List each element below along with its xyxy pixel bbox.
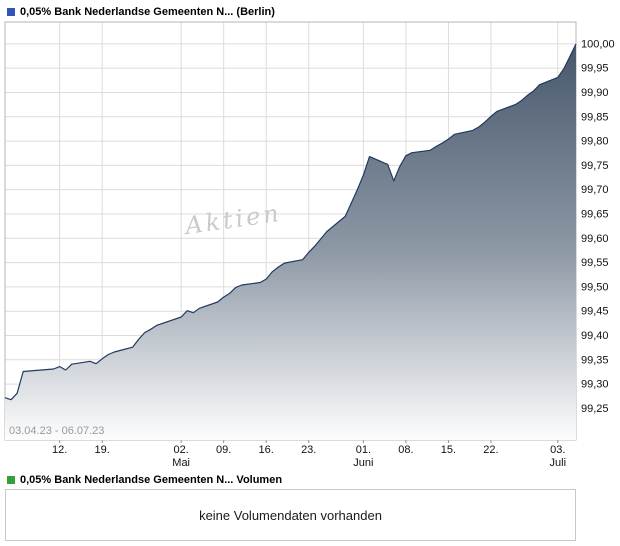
date-range-label: 03.04.23 - 06.07.23	[9, 425, 104, 437]
y-tick-label: 99,30	[581, 379, 609, 391]
x-month-label: Juni	[353, 457, 373, 469]
y-tick-label: 99,50	[581, 281, 609, 293]
y-tick-label: 99,40	[581, 330, 609, 342]
y-tick-label: 100,00	[581, 38, 615, 50]
price-chart: 100,00 99,95 99,90 99,85 99,80 99,75 99,70 99,6…	[4, 21, 615, 469]
y-tick-label: 99,65	[581, 208, 609, 220]
y-tick-label: 99,45	[581, 306, 609, 318]
price-legend-swatch	[7, 7, 15, 16]
price-area	[5, 43, 576, 441]
x-month-label: Mai	[172, 457, 190, 469]
watermark-text: Aktien	[182, 199, 284, 240]
x-tick-label: 12.	[52, 444, 67, 456]
x-tick-label: 08.	[398, 444, 413, 456]
y-tick-label: 99,85	[581, 111, 609, 123]
x-tick-label: 01.	[356, 444, 371, 456]
y-tick-label: 99,25	[581, 403, 609, 415]
y-tick-label: 99,35	[581, 354, 609, 366]
x-tick-label: 03.	[550, 444, 565, 456]
price-chart-title: 0,05% Bank Nederlandse Gemeenten N... (B…	[20, 5, 275, 18]
y-tick-label: 99,80	[581, 136, 609, 148]
volume-no-data-message: keine Volumendaten vorhanden	[199, 507, 382, 523]
y-tick-label: 99,60	[581, 233, 609, 245]
volume-chart-header: 0,05% Bank Nederlandse Gemeenten N... Vo…	[0, 470, 620, 489]
x-tick-label: 19.	[95, 444, 110, 456]
x-tick-label: 15.	[441, 444, 456, 456]
x-tick-label: 23.	[301, 444, 316, 456]
x-tick-label: 09.	[216, 444, 231, 456]
volume-legend-swatch	[7, 475, 15, 484]
y-tick-label: 99,95	[581, 63, 609, 75]
y-tick-label: 99,90	[581, 87, 609, 99]
volume-panel: keine Volumendaten vorhanden	[5, 489, 576, 541]
x-tick-label: 16.	[259, 444, 274, 456]
x-month-label: Juli	[550, 457, 567, 469]
x-tick-label: 02.	[174, 444, 189, 456]
x-tick-label: 22.	[483, 444, 498, 456]
price-chart-header: 0,05% Bank Nederlandse Gemeenten N... (B…	[0, 0, 620, 20]
y-tick-label: 99,70	[581, 184, 609, 196]
y-tick-label: 99,75	[581, 160, 609, 172]
y-tick-label: 99,55	[581, 257, 609, 269]
volume-chart-title: 0,05% Bank Nederlandse Gemeenten N... Vo…	[20, 473, 283, 486]
price-line	[4, 43, 577, 401]
